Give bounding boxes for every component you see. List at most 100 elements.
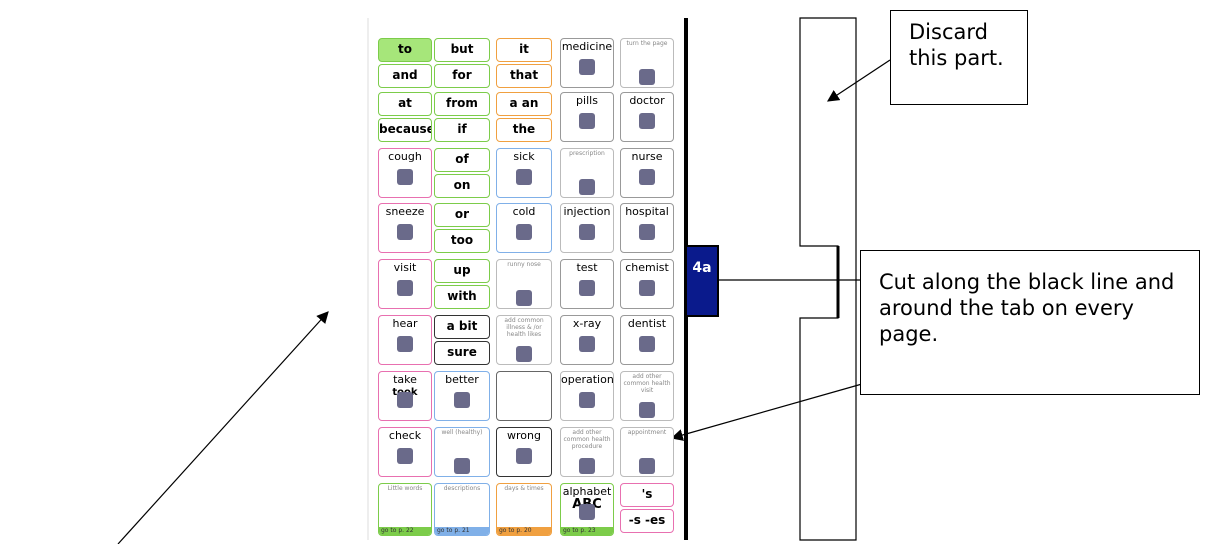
cell-footer: go to p. 20 (497, 527, 551, 535)
cell-label: Little words (387, 485, 423, 492)
symbol-cell: descriptions go to p. 21 (434, 483, 490, 536)
cell-label: nurse (631, 150, 663, 163)
tab-label: 4a (692, 260, 711, 276)
word-cell: if (434, 118, 490, 142)
icon (397, 448, 413, 464)
symbol-cell: runny nose (496, 259, 552, 309)
cell-label: prescription (569, 150, 605, 157)
word-cell: because (378, 118, 432, 142)
icon (516, 169, 532, 185)
icon (579, 392, 595, 408)
icon (516, 448, 532, 464)
icon (639, 224, 655, 240)
cell-label: cold (512, 205, 536, 218)
cell-footer: go to p. 22 (379, 527, 431, 535)
word-cell: a an (496, 92, 552, 116)
word-cell: it (496, 38, 552, 62)
symbol-cell: sneeze (378, 203, 432, 253)
icon (397, 336, 413, 352)
icon (639, 458, 655, 474)
symbol-cell: Little words go to p. 22 (378, 483, 432, 536)
symbol-cell (496, 371, 552, 421)
symbol-cell: add other common health visit (620, 371, 674, 421)
word-cell: of (434, 148, 490, 172)
icon (579, 224, 595, 240)
symbol-cell: cold (496, 203, 552, 253)
symbol-cell: test (560, 259, 614, 309)
cell-label: test (576, 261, 598, 274)
symbol-cell: hospital (620, 203, 674, 253)
icon (579, 336, 595, 352)
cell-label: add common illness & /or health likes (504, 317, 544, 338)
cell-label: better (445, 373, 479, 386)
cell-label: sneeze (385, 205, 425, 218)
icon (639, 169, 655, 185)
icon (579, 59, 595, 75)
symbol-cell: appointment (620, 427, 674, 477)
symbol-cell: add common illness & /or health likes (496, 315, 552, 365)
cell-label: descriptions (443, 485, 481, 492)
symbol-cell: pills (560, 92, 614, 142)
cell-label: turn the page (626, 40, 668, 47)
symbol-cell: better (434, 371, 490, 421)
cell-label: runny nose (507, 261, 541, 268)
symbol-cell: prescription (560, 148, 614, 198)
cell-footer: go to p. 23 (561, 527, 613, 535)
symbol-cell: x-ray (560, 315, 614, 365)
symbol-cell: alphabetABCgo to p. 23 (560, 483, 614, 536)
symbol-cell: operation (560, 371, 614, 421)
icon (454, 458, 470, 474)
icon (639, 113, 655, 129)
word-cell: but (434, 38, 490, 62)
callout: Cut along the black line and around the … (860, 250, 1200, 395)
cell-label: operation (561, 373, 614, 386)
cell-label: injection (563, 205, 611, 218)
cell-label: hear (392, 317, 418, 330)
word-cell: sure (434, 341, 490, 365)
icon (579, 179, 595, 195)
cell-footer: go to p. 21 (435, 527, 489, 535)
cell-label: chemist (625, 261, 669, 274)
symbol-cell: cough (378, 148, 432, 198)
icon (639, 402, 655, 418)
symbol-cell: medicine (560, 38, 614, 88)
word-cell: on (434, 174, 490, 198)
cell-label: add other common health visit (623, 373, 671, 394)
symbol-cell: days & times go to p. 20 (496, 483, 552, 536)
icon (454, 392, 470, 408)
icon (516, 346, 532, 362)
word-cell: up (434, 259, 490, 283)
word-cell: for (434, 64, 490, 88)
symbol-cell: dentist (620, 315, 674, 365)
cell-label: pills (576, 94, 598, 107)
cell-label: visit (393, 261, 417, 274)
word-cell: and (378, 64, 432, 88)
word-cell: at (378, 92, 432, 116)
word-cell: too (434, 229, 490, 253)
icon (579, 458, 595, 474)
symbol-cell: hear (378, 315, 432, 365)
cell-label: dentist (627, 317, 667, 330)
word-cell: with (434, 285, 490, 309)
symbol-cell: check (378, 427, 432, 477)
symbol-cell: visit (378, 259, 432, 309)
cell-label: well (healthy) (441, 429, 483, 436)
word-cell: -s -es (620, 509, 674, 533)
cell-label: wrong (507, 429, 541, 442)
cell-label: hospital (625, 205, 669, 218)
cell-label: x-ray (572, 317, 602, 330)
icon (579, 113, 595, 129)
symbol-cell: taketook (378, 371, 432, 421)
symbol-cell: wrong (496, 427, 552, 477)
cell-label: appointment (627, 429, 667, 436)
icon (579, 504, 595, 520)
cell-label: take (393, 373, 417, 386)
cell-label: days & times (504, 485, 544, 492)
word-cell: from (434, 92, 490, 116)
cell-label: medicine (561, 40, 613, 53)
icon (639, 280, 655, 296)
icon (397, 392, 413, 408)
cell-label: cough (388, 150, 422, 163)
icon (639, 69, 655, 85)
